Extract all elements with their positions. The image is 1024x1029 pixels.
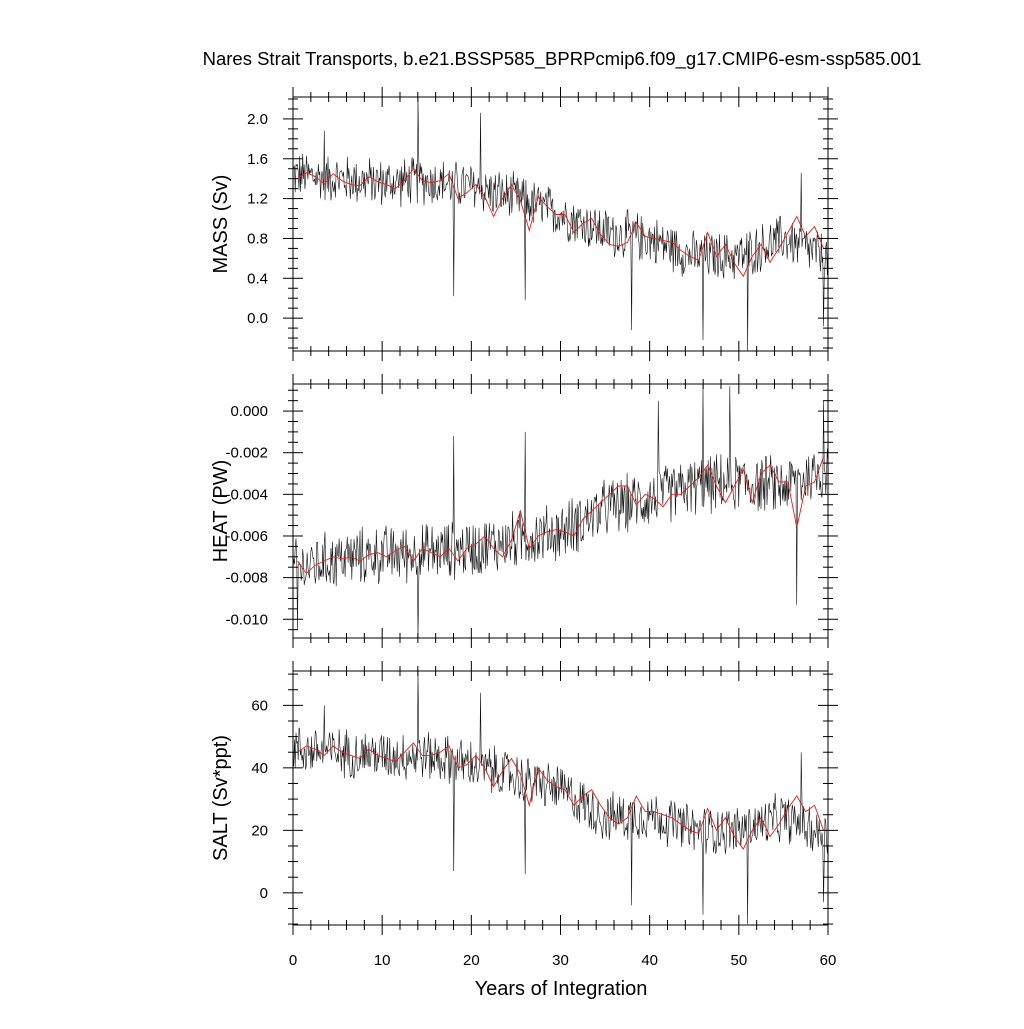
x-tick-label: 60 (820, 952, 837, 969)
heat-y-tick-label: -0.006 (225, 528, 268, 545)
panel-salt: 0 20 40 60 SALT (Sv*ppt) 0 10 20 30 40 50 60 (210, 661, 838, 969)
heat-y-tick-label: -0.002 (225, 445, 268, 462)
panel-heat: -0.010 -0.008 -0.006 -0.004 -0.002 0.000 HEAT … (210, 374, 838, 648)
heat-annual-mean-series (297, 456, 824, 575)
mass-y-tick-label: 1.2 (247, 191, 268, 208)
x-tick-label: 30 (552, 952, 569, 969)
panel-mass: 0.0 0.4 0.8 1.2 1.6 2.0 MASS (Sv) (210, 87, 838, 361)
heat-monthly-series (293, 384, 828, 638)
salt-y-axis-label: SALT (Sv*ppt) (210, 735, 232, 861)
mass-y-tick-label: 2.0 (247, 111, 268, 128)
salt-y-tick-label: 40 (251, 760, 268, 777)
salt-annual-mean-series (297, 742, 824, 850)
chart-title: Nares Strait Transports, b.e21.BSSP585_B… (203, 48, 922, 70)
x-tick-label: 40 (641, 952, 658, 969)
heat-plot-frame (292, 383, 829, 639)
mass-y-axis-label: MASS (Sv) (210, 175, 232, 274)
x-tick-label: 20 (463, 952, 480, 969)
mass-y-tick-label: 0.8 (247, 230, 268, 247)
mass-y-tick-label: 1.6 (247, 151, 268, 168)
x-tick-label: 10 (374, 952, 391, 969)
mass-y-tick-label: 0.4 (247, 270, 268, 287)
salt-y-tick-label: 0 (260, 885, 268, 902)
heat-y-axis-label: HEAT (PW) (210, 460, 232, 563)
heat-y-tick-label: -0.004 (225, 486, 268, 503)
salt-y-tick-label: 20 (251, 822, 268, 839)
mass-annual-mean-series (297, 167, 824, 278)
x-tick-label: 0 (289, 952, 297, 969)
salt-y-tick-label: 60 (251, 697, 268, 714)
x-tick-label: 50 (730, 952, 747, 969)
heat-y-tick-label: -0.008 (225, 570, 268, 587)
heat-y-tick-label: 0.000 (230, 403, 268, 420)
x-axis-label: Years of Integration (475, 978, 648, 1000)
mass-monthly-series (293, 97, 828, 351)
salt-monthly-series (293, 671, 828, 925)
heat-y-tick-label: -0.010 (225, 611, 268, 628)
mass-y-tick-label: 0.0 (247, 310, 268, 327)
